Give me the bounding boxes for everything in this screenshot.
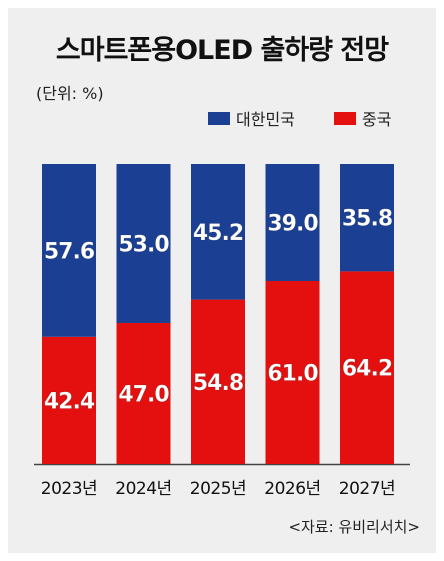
data-label-china-2023년: 42.4 — [44, 389, 95, 414]
unit-label: (단위: %) — [36, 84, 104, 103]
legend-label-korea: 대한민국 — [236, 110, 295, 129]
bar-china-2027년 — [340, 271, 394, 464]
data-label-korea-2024년: 53.0 — [118, 233, 169, 258]
data-label-china-2024년: 47.0 — [118, 383, 169, 408]
x-tick-label-2025년: 2025년 — [190, 479, 246, 499]
source-note: <자료: 유비리서치> — [288, 518, 420, 536]
legend-label-china: 중국 — [362, 110, 392, 129]
bar-china-2025년 — [191, 299, 245, 464]
legend-swatch-korea — [208, 111, 230, 125]
bar-china-2024년 — [116, 323, 171, 464]
chart-title: 스마트폰용OLED 출하량 전망 — [55, 35, 389, 66]
x-tick-label-2026년: 2026년 — [264, 479, 320, 499]
x-tick-label-2024년: 2024년 — [115, 479, 171, 499]
data-label-korea-2025년: 45.2 — [193, 221, 243, 246]
bar-korea-2024년 — [116, 164, 171, 323]
legend-swatch-china — [334, 111, 356, 125]
x-tick-label-2023년: 2023년 — [41, 479, 97, 499]
bar-china-2023년 — [42, 336, 96, 464]
bar-korea-2025년 — [191, 164, 245, 300]
data-label-korea-2026년: 39.0 — [267, 212, 318, 237]
bar-korea-2027년 — [340, 164, 394, 272]
data-label-china-2026년: 61.0 — [267, 362, 318, 387]
data-label-china-2027년: 64.2 — [342, 357, 392, 382]
legend-item-korea: 대한민국 — [208, 106, 295, 130]
legend-item-china: 중국 — [334, 106, 391, 130]
bar-korea-2023년 — [42, 164, 96, 337]
x-tick-label-2027년: 2027년 — [339, 479, 395, 499]
data-label-china-2025년: 54.8 — [193, 371, 243, 396]
bar-korea-2026년 — [265, 164, 320, 281]
bar-china-2026년 — [265, 281, 320, 464]
data-label-korea-2023년: 57.6 — [44, 239, 95, 264]
data-label-korea-2027년: 35.8 — [342, 207, 392, 232]
